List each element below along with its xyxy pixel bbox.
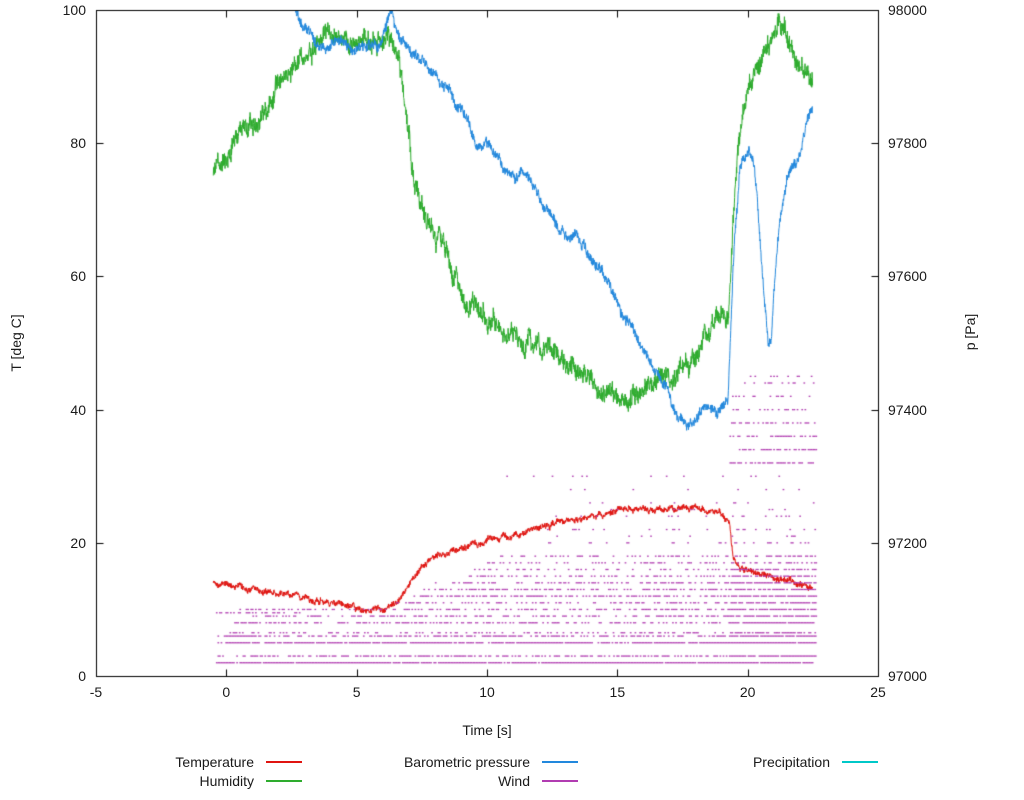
legend-item-barometric-pressure: Barometric pressure (404, 753, 578, 771)
legend-line-sample (842, 761, 878, 763)
y-left-tick-label: 100 (62, 2, 86, 18)
y-left-tick-label: 0 (78, 668, 86, 684)
legend-label: Wind (498, 773, 530, 789)
x-tick-label: 15 (609, 684, 626, 700)
y-left-tick-label: 40 (70, 401, 86, 418)
y-right-tick-label: 97000 (888, 668, 927, 684)
y-right-tick-label: 97600 (888, 268, 927, 285)
legend-line-sample (266, 780, 302, 782)
x-tick-label: 0 (222, 684, 231, 700)
legend-label: Temperature (175, 754, 254, 770)
legend-label: Precipitation (752, 754, 830, 770)
legend-item-wind: Wind (498, 772, 578, 790)
legend-line-sample (266, 761, 302, 763)
y-left-tick-label: 20 (70, 534, 86, 551)
y-right-tick-label: 97200 (888, 534, 927, 551)
x-tick-label: 20 (739, 684, 756, 700)
legend-item-temperature: Temperature (175, 753, 302, 771)
x-tick-label: 10 (479, 684, 495, 700)
legend-line-sample (542, 780, 578, 782)
x-tick-label: 25 (870, 684, 886, 700)
y-right-tick-label: 97800 (888, 135, 927, 152)
y-axis-label-left: T [deg C] (8, 314, 24, 372)
y-right-tick-label: 97400 (888, 401, 927, 418)
x-tick-label: 5 (352, 684, 361, 700)
x-axis-label: Time [s] (462, 722, 512, 738)
legend-item-precipitation: Precipitation (753, 753, 878, 771)
y-right-tick-label: 98000 (888, 2, 927, 18)
y-axis-label-right: p [Pa] (962, 313, 978, 351)
legend-label: Humidity (199, 773, 254, 789)
legend-line-sample (542, 761, 578, 763)
legend-item-humidity: Humidity (200, 772, 302, 790)
y-left-tick-label: 80 (70, 135, 86, 152)
x-tick-label: -5 (89, 684, 103, 700)
legend-label: Barometric pressure (403, 754, 530, 770)
y-left-tick-label: 60 (70, 268, 86, 285)
